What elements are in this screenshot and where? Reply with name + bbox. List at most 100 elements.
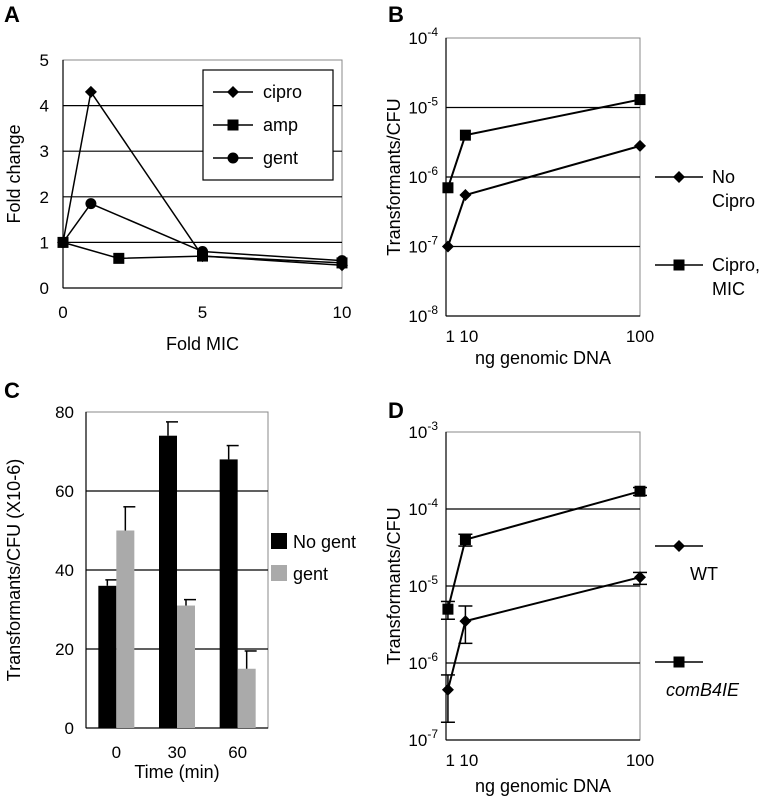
- panel-b-y-tick: 10-5: [408, 95, 438, 118]
- panel-b-x-label: ng genomic DNA: [475, 348, 611, 368]
- panel-d-x-tick: 100: [626, 751, 654, 770]
- panel-a-x-tick: 10: [333, 303, 352, 322]
- panel-b-legend-label: Cipro: [712, 191, 755, 211]
- panel-c-bar: [116, 530, 135, 728]
- panel-d-legend-label: comB4IE: [666, 680, 740, 700]
- panel-c-y-tick: 80: [55, 403, 74, 422]
- panel-b-legend-marker: [673, 171, 685, 183]
- panel-label-a: A: [4, 2, 20, 27]
- panel-d-y-tick: 10-4: [408, 496, 438, 519]
- panel-c-y-label: Transformants/CFU (X10-6): [4, 459, 24, 681]
- panel-c-y-tick: 20: [55, 640, 74, 659]
- panel-d-y-tick: 10-5: [408, 573, 438, 596]
- panel-d-y-tick: 10-3: [408, 419, 438, 442]
- panel-d-series-line: [446, 576, 641, 690]
- panel-c-x-tick: 0: [112, 743, 121, 762]
- panel-b-x-tick: 1: [445, 327, 454, 346]
- panel-d-point: [459, 615, 472, 628]
- panel-b-y-tick: 10-8: [408, 303, 438, 326]
- panel-d-point: [459, 534, 471, 546]
- panel-a-y-tick: 4: [40, 97, 49, 116]
- panel-a-point-cipro: [84, 85, 97, 98]
- panel-d-legend-marker: [673, 540, 685, 552]
- panel-c-legend-label: gent: [293, 564, 328, 584]
- panel-d-point: [634, 485, 646, 497]
- panel-c-x-label: Time (min): [134, 762, 219, 782]
- panel-b-legend-marker: [673, 259, 685, 271]
- panel-c-chart: 0 20 40 60 80 0 30 60 Time (min) Transformants/CF…: [4, 403, 356, 782]
- panel-a-legend-marker-cipro: [227, 86, 239, 98]
- panel-c-x-tick: 30: [168, 743, 187, 762]
- panel-c-legend-swatch: [271, 565, 287, 581]
- panel-b-series-line: [446, 144, 641, 247]
- panel-a-x-tick: 5: [198, 303, 207, 322]
- panel-c-y-tick: 0: [65, 719, 74, 738]
- panel-d-y-tick: 10-7: [408, 727, 438, 750]
- panel-a-legend-marker-gent: [227, 152, 239, 164]
- panel-d-chart: 10-7 10-6 10-5 10-4 10-3 1 10 100 ng genomic DNA…: [384, 419, 740, 796]
- panel-c-legend-swatch: [271, 533, 287, 549]
- panel-c-bar: [219, 459, 238, 728]
- panel-b-point: [634, 139, 646, 152]
- panel-b-y-tick: 10-4: [408, 25, 438, 48]
- panel-label-b: B: [388, 2, 404, 27]
- panel-b-legend-label: Cipro,: [712, 255, 760, 275]
- panel-c-bar: [237, 668, 256, 728]
- panel-c-x-tick: 60: [228, 743, 247, 762]
- panel-d-x-tick: 1: [445, 751, 454, 770]
- panel-a-legend-label-cipro: cipro: [263, 82, 302, 102]
- panel-b-y-tick: 10-7: [408, 234, 438, 257]
- panel-a-chart: 0 1 2 3 4 5 0 5 10 Fold MIC Fold change cipro amp gen…: [4, 51, 351, 354]
- panel-d-x-tick: 10: [459, 751, 478, 770]
- panel-b-point: [634, 94, 646, 106]
- panel-b-series-line: [446, 98, 641, 189]
- panel-b-point: [459, 129, 471, 141]
- panel-c-legend-label: No gent: [293, 532, 356, 552]
- panel-b-x-tick: 100: [626, 327, 654, 346]
- panel-a-legend-label-gent: gent: [263, 148, 298, 168]
- panel-b-point: [459, 189, 472, 202]
- panel-d-point: [442, 603, 454, 615]
- panel-a-series-line-gent: [62, 202, 343, 262]
- panel-b-x-tick: 10: [459, 327, 478, 346]
- panel-b-y-tick: 10-6: [408, 164, 438, 187]
- panel-a-y-tick: 5: [40, 51, 49, 70]
- panel-a-y-tick: 1: [40, 233, 49, 252]
- panel-a-point-gent: [85, 198, 97, 210]
- panel-b-legend-label: No: [712, 167, 735, 187]
- panel-d-legend-label: WT: [690, 564, 718, 584]
- panel-d-point: [634, 571, 646, 584]
- panel-a-y-label: Fold change: [4, 124, 24, 223]
- panel-a-x-tick: 0: [58, 303, 67, 322]
- panel-b-legend-label: MIC: [712, 279, 745, 299]
- panel-d-x-label: ng genomic DNA: [475, 776, 611, 796]
- panel-c-bar: [98, 585, 117, 728]
- panel-d-point: [441, 683, 454, 696]
- panel-a-point-gent: [197, 246, 208, 258]
- panel-c-y-tick: 40: [55, 561, 74, 580]
- panel-a-legend-label-amp: amp: [263, 115, 298, 135]
- panel-a-point-gent: [57, 236, 69, 248]
- panel-a-y-tick: 0: [40, 279, 49, 298]
- panel-a-point-gent: [336, 255, 348, 267]
- panel-d-y-tick: 10-6: [408, 650, 438, 673]
- panel-a-y-tick: 2: [40, 188, 49, 207]
- panel-b-chart: 10-8 10-7 10-6 10-5 10-4 1 10 100 ng genomic DNA…: [384, 25, 760, 368]
- panel-a-legend-marker-amp: [227, 119, 239, 131]
- panel-label-c: C: [4, 378, 20, 403]
- panel-d-legend-marker: [673, 656, 685, 668]
- panel-a-y-tick: 3: [40, 142, 49, 161]
- panel-label-d: D: [388, 398, 404, 423]
- panel-a-point-amp: [113, 252, 125, 264]
- panel-b-point: [441, 240, 454, 253]
- panel-a-series-line-amp: [62, 241, 343, 264]
- panel-a-series-line-cipro: [62, 89, 343, 266]
- panel-b-point: [442, 182, 454, 194]
- panel-d-y-label: Transformants/CFU: [384, 507, 404, 664]
- panel-c-bar: [177, 605, 195, 728]
- panel-b-y-label: Transformants/CFU: [384, 98, 404, 255]
- panel-c-bar: [159, 435, 177, 728]
- panel-a-x-label: Fold MIC: [166, 334, 239, 354]
- panel-c-y-tick: 60: [55, 482, 74, 501]
